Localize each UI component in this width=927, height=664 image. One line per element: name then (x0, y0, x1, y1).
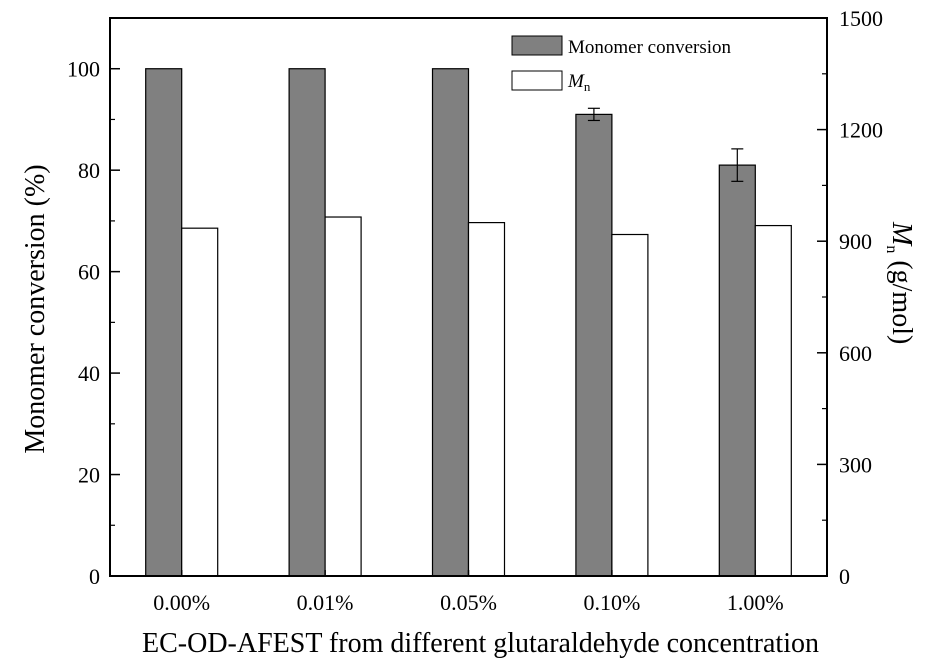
y-axis-label: Monomer conversion (%) (20, 164, 51, 453)
bar-mn-2 (467, 222, 506, 577)
y2-axis-label-main: M (886, 221, 917, 247)
x-tick-label-0: 0.00% (153, 590, 210, 615)
bar-conversion-4 (718, 164, 756, 577)
bar-mn-1 (324, 216, 362, 577)
y2-tick-label-2: 600 (839, 341, 872, 366)
y2-tick-label-4: 1200 (839, 118, 883, 143)
svg-text:Mn (g/mol): Mn (g/mol) (883, 221, 917, 344)
y-tick-label-2: 40 (78, 361, 100, 386)
legend-label-mn-main: M (567, 71, 585, 92)
legend-swatch-conversion (511, 35, 563, 56)
y2-tick-label-0: 0 (839, 564, 850, 589)
y-tick-label-4: 80 (78, 158, 100, 183)
y-tick-label-0: 0 (89, 564, 100, 589)
ticks: 0.00% 0.01% 0.05% 0.10% 1.00% 0 20 40 60 80 100 0 30… (67, 6, 883, 615)
y2-axis-label-rest: (g/mol) (886, 253, 917, 344)
y-tick-label-3: 60 (78, 260, 100, 285)
y2-tick-label-1: 300 (839, 452, 872, 477)
x-tick-label-3: 0.10% (583, 590, 640, 615)
bar-mn-0 (181, 227, 219, 577)
y-tick-label-5: 100 (67, 57, 100, 82)
legend-swatch-mn (511, 70, 563, 91)
y2-axis-label: Mn (g/mol) (883, 221, 917, 344)
y2-tick-label-3: 900 (839, 229, 872, 254)
legend-label-mn-sub: n (584, 79, 591, 94)
y2-tick-label-5: 1500 (839, 6, 883, 31)
plot-area (145, 68, 792, 577)
x-axis-label: EC-OD-AFEST from different glutaraldehyd… (142, 628, 819, 659)
x-tick-label-1: 0.01% (297, 590, 354, 615)
bar-mn-4 (754, 224, 792, 577)
bar-conversion-0 (145, 68, 183, 577)
bar-mn-3 (611, 233, 649, 577)
legend-label-conversion: Monomer conversion (568, 37, 732, 58)
legend-label-mn: Mn (567, 71, 591, 94)
bar-conversion-2 (431, 68, 470, 577)
bar-conversion-3 (575, 113, 613, 577)
y-tick-label-1: 20 (78, 463, 100, 488)
y2-axis-label-sub: n (883, 245, 900, 253)
x-tick-label-2: 0.05% (440, 590, 497, 615)
bar-conversion-1 (288, 68, 326, 577)
legend: Monomer conversion Mn (511, 35, 732, 94)
x-tick-label-4: 1.00% (727, 590, 784, 615)
